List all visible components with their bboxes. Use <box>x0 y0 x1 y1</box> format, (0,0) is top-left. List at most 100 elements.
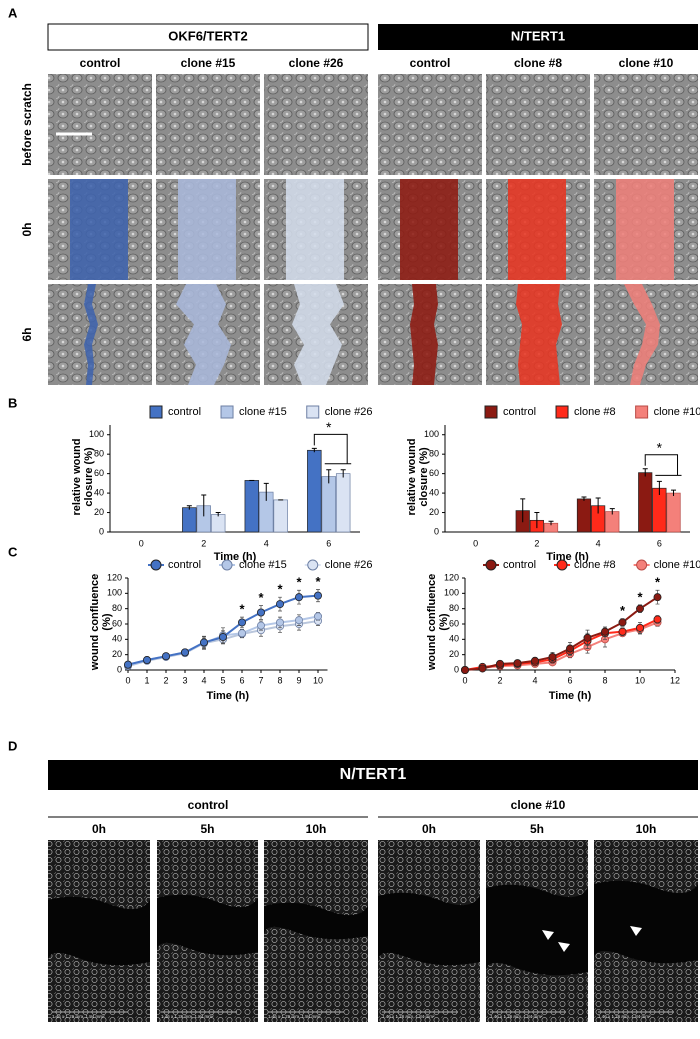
y-tick-label: 120 <box>107 572 122 582</box>
column-label: clone #15 <box>181 56 236 70</box>
bar <box>638 472 653 533</box>
y-axis-title: relative wound closure (%) <box>71 437 95 516</box>
group-box <box>48 760 698 790</box>
x-tick-label: 4 <box>264 538 269 548</box>
bar <box>321 476 336 533</box>
time-label: 10h <box>306 822 327 836</box>
error-bar <box>581 496 587 501</box>
y-tick-label: 80 <box>429 449 439 459</box>
x-tick-label: 8 <box>277 675 282 685</box>
wound-overlay <box>70 179 128 280</box>
legend-label: control <box>503 406 536 418</box>
row-label: 0h <box>20 222 34 236</box>
data-point <box>237 618 246 627</box>
wound-gap <box>264 902 368 940</box>
significance-star: * <box>239 602 245 617</box>
micrograph <box>264 74 368 175</box>
data-point <box>653 593 662 602</box>
error-bar <box>520 498 526 523</box>
y-tick-label: 40 <box>94 487 104 497</box>
series-line <box>464 618 658 671</box>
scale-text: 1.46 x 1.26 mm, 1.84 mm² <box>161 1014 214 1019</box>
y-tick-label: 0 <box>117 664 122 674</box>
legend-label: control <box>168 406 201 418</box>
y-tick-label: 100 <box>107 588 122 598</box>
error-bar <box>595 497 601 514</box>
x-tick-label: 1 <box>144 675 149 685</box>
wound-overlay <box>616 179 674 280</box>
wound-gap <box>594 880 698 964</box>
legend-marker <box>485 559 497 571</box>
data-point <box>180 648 189 657</box>
y-tick-label: 80 <box>449 603 459 613</box>
row-label: before scratch <box>20 83 34 166</box>
y-tick-label: 60 <box>94 468 104 478</box>
legend-marker <box>636 559 648 571</box>
data-point <box>294 593 303 602</box>
legend-label: control <box>168 559 201 571</box>
x-tick-label: 0 <box>139 538 144 548</box>
legend-swatch <box>484 405 498 419</box>
micrograph <box>486 74 590 175</box>
data-point <box>495 659 504 668</box>
data-point <box>460 666 469 675</box>
significance-star: * <box>637 589 643 604</box>
y-tick-label: 100 <box>89 429 104 439</box>
column-label: control <box>410 56 451 70</box>
legend-label: clone #8 <box>574 406 616 418</box>
x-tick-label: 8 <box>602 675 607 685</box>
scale-text: 1.46 x 1.26 mm, 1.84 mm² <box>382 1014 435 1019</box>
error-bar <box>656 480 662 496</box>
bar <box>307 449 322 533</box>
legend-label: control <box>503 559 536 571</box>
data-point <box>199 638 208 647</box>
y-tick-label: 20 <box>449 649 459 659</box>
x-tick-label: 6 <box>657 538 662 548</box>
scale-text: 1.46 x 1.26 mm, 1.84 mm² <box>598 1014 651 1019</box>
y-tick-label: 100 <box>444 588 459 598</box>
data-point <box>294 616 303 625</box>
data-point <box>478 664 487 673</box>
wound-overlay <box>84 284 98 385</box>
data-point <box>142 656 151 665</box>
bar <box>576 498 592 533</box>
group-title: N/TERT1 <box>340 766 407 783</box>
x-tick-label: 10 <box>313 675 323 685</box>
data-point <box>256 621 265 630</box>
y-axis-title: relative wound closure (%) <box>406 437 430 516</box>
micrograph <box>156 74 260 175</box>
y-tick-label: 0 <box>454 664 459 674</box>
x-tick-label: 2 <box>534 538 539 548</box>
data-point <box>653 615 662 624</box>
scale-text: 1.46 x 1.26 mm, 1.84 mm² <box>268 1014 321 1019</box>
data-point <box>601 627 610 636</box>
data-point <box>313 612 322 621</box>
wound-overlay <box>516 284 562 385</box>
error-bar <box>671 489 677 497</box>
wound-gap <box>48 896 150 966</box>
data-point <box>548 652 557 661</box>
legend-label: clone #15 <box>239 559 287 571</box>
data-point <box>237 629 246 638</box>
legend-marker <box>307 559 319 571</box>
legend-swatch <box>220 405 234 419</box>
y-tick-label: 20 <box>94 507 104 517</box>
y-tick-label: 80 <box>112 603 122 613</box>
significance-star: * <box>277 582 283 597</box>
error-bar <box>311 447 317 453</box>
x-tick-label: 6 <box>567 675 572 685</box>
y-tick-label: 60 <box>449 618 459 628</box>
bar <box>210 514 226 533</box>
y-tick-label: 120 <box>444 572 459 582</box>
micrograph <box>48 74 152 175</box>
x-tick-label: 2 <box>497 675 502 685</box>
x-tick-label: 6 <box>239 675 244 685</box>
significance-star: * <box>315 574 321 589</box>
y-tick-label: 20 <box>112 649 122 659</box>
x-tick-label: 7 <box>258 675 263 685</box>
group-label: clone #10 <box>511 798 566 812</box>
error-bar <box>548 520 554 526</box>
scale-text: 1.46 x 1.26 mm, 1.84 mm² <box>490 1014 543 1019</box>
data-point <box>513 659 522 668</box>
